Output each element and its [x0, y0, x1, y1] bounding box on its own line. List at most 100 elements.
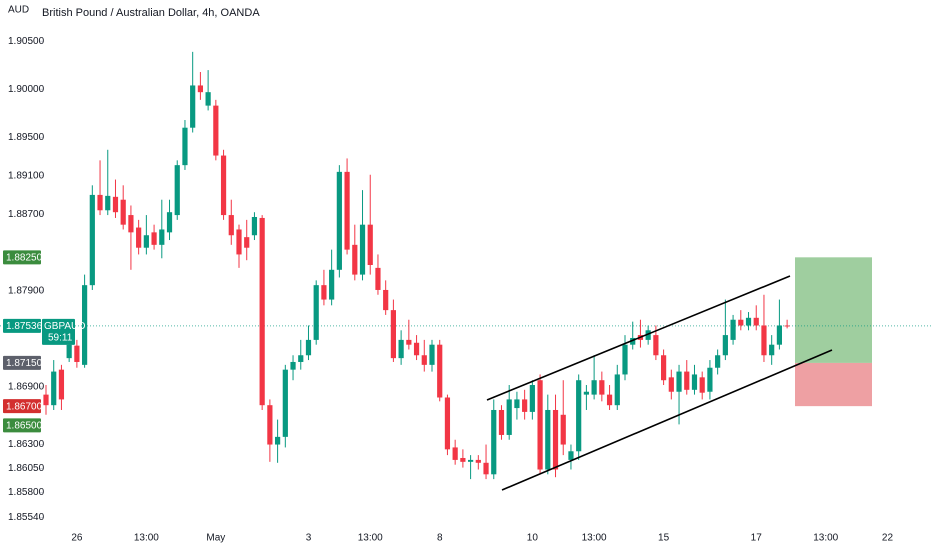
candle-body — [622, 344, 628, 375]
candle-body — [290, 361, 296, 370]
candle-body — [367, 224, 373, 265]
candle-body — [313, 285, 319, 340]
candle-body — [97, 194, 103, 211]
channel — [486, 275, 833, 491]
candle-body — [259, 217, 265, 406]
candle-body — [568, 451, 574, 460]
candle-body — [182, 127, 188, 166]
candle-body — [429, 344, 435, 365]
candle-body — [352, 244, 358, 275]
stop-zone — [795, 362, 872, 407]
x-tick-label: 3 — [306, 533, 312, 544]
y-axis-label: AUD — [8, 5, 29, 16]
candle-body — [159, 229, 165, 245]
candle-body — [606, 394, 613, 406]
y-tick-label: 1.86300 — [8, 439, 45, 450]
x-tick-label: May — [206, 533, 225, 544]
candle-body — [483, 462, 489, 475]
candle-body — [228, 215, 234, 236]
candle-body — [522, 399, 528, 412]
candle-body — [275, 436, 281, 445]
candle-body — [220, 155, 227, 216]
x-tick-label: 8 — [437, 533, 443, 544]
price-tag — [3, 355, 41, 370]
candle-body — [684, 371, 690, 390]
candle-body — [267, 405, 273, 445]
candle-body — [576, 380, 582, 452]
candle-body — [143, 235, 149, 248]
candle-body — [398, 339, 404, 359]
candle-body — [136, 227, 142, 248]
channel-lower-line — [501, 349, 833, 491]
candle-body — [599, 380, 605, 395]
candle-body — [298, 355, 304, 362]
candle-body — [730, 319, 736, 340]
y-tick-label: 1.86050 — [8, 463, 45, 474]
candle-body — [251, 216, 258, 236]
candle-body — [761, 325, 767, 356]
x-tick-label: 13:00 — [358, 533, 383, 544]
price-tag-label: 1.86500 — [6, 420, 43, 431]
candle-body — [715, 355, 721, 368]
candle-body — [468, 459, 474, 462]
symbol-tag — [42, 318, 75, 345]
candle-body — [51, 371, 57, 406]
candle-body — [58, 369, 65, 400]
background-layer — [0, 257, 932, 407]
candle-body — [344, 171, 350, 250]
candle-body — [74, 345, 80, 362]
candle-body — [305, 339, 312, 356]
y-tick-label: 1.90500 — [8, 36, 45, 47]
y-tick-label: 1.87900 — [8, 286, 45, 297]
candle-body — [514, 399, 520, 409]
candle-body — [653, 335, 659, 356]
candle-body — [691, 374, 698, 390]
candle-body — [282, 369, 288, 437]
candle-body — [591, 380, 597, 395]
candle-body — [336, 171, 342, 270]
y-tick-label: 1.89100 — [8, 170, 45, 181]
candle-body — [630, 337, 636, 345]
candle-body — [537, 380, 543, 470]
y-tick-label: 1.86900 — [8, 382, 45, 393]
candle-body — [197, 85, 203, 93]
candle-body — [82, 285, 88, 365]
candle-body — [498, 409, 505, 435]
candle-body — [753, 317, 759, 326]
price-tag-label: 1.87150 — [6, 358, 43, 369]
price-tag-label: 1.86700 — [6, 401, 43, 412]
candle-body — [769, 344, 775, 356]
y-tick-label: 1.85800 — [8, 487, 45, 498]
candle-body — [66, 344, 72, 359]
candle-body — [359, 224, 366, 275]
candle-body — [699, 377, 705, 393]
candle-body — [475, 459, 481, 463]
candle-body — [244, 237, 250, 248]
candle-body — [89, 194, 95, 286]
candle-body — [560, 414, 566, 445]
candle-body — [421, 355, 427, 365]
candle-body — [112, 196, 119, 213]
x-tick-label: 17 — [751, 533, 763, 544]
candle-body — [128, 215, 134, 233]
candle-body — [583, 391, 589, 395]
candle-body — [645, 330, 651, 340]
candle-body — [151, 232, 157, 245]
x-tick-label: 13:00 — [582, 533, 607, 544]
x-tick-label: 10 — [527, 533, 539, 544]
candle-body — [676, 371, 682, 392]
x-tick-label: 13:00 — [134, 533, 159, 544]
x-tick-label: 26 — [71, 533, 83, 544]
price-tag-label: 1.88250 — [6, 252, 43, 263]
candle-body — [321, 285, 327, 300]
y-tick-label: 1.90000 — [8, 84, 45, 95]
candle-body — [236, 229, 242, 255]
candle-body — [506, 399, 512, 435]
candle-body — [452, 447, 458, 460]
candle-body — [213, 105, 219, 156]
candle-body — [375, 267, 381, 290]
candle-body — [529, 385, 535, 412]
candle-body — [413, 342, 420, 356]
